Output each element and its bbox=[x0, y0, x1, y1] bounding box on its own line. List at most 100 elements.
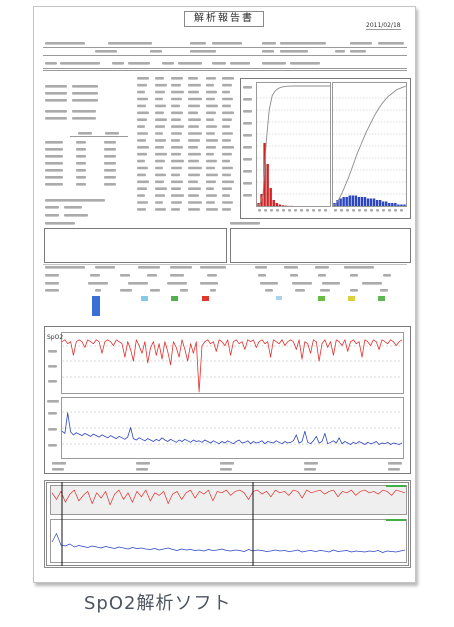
illegible-text bbox=[376, 209, 379, 212]
illegible-text bbox=[150, 289, 160, 292]
illegible-text bbox=[137, 187, 147, 190]
illegible-text bbox=[388, 462, 402, 465]
pulse-histogram-bar bbox=[403, 204, 406, 206]
illegible-text bbox=[45, 155, 63, 158]
illegible-text bbox=[383, 274, 391, 277]
pulse-histogram-plot bbox=[332, 82, 407, 207]
illegible-text bbox=[220, 468, 232, 471]
illegible-text bbox=[388, 468, 400, 471]
illegible-text bbox=[222, 132, 233, 135]
illegible-text bbox=[222, 187, 232, 190]
illegible-text bbox=[171, 125, 184, 128]
illegible-text bbox=[72, 117, 96, 120]
illegible-text bbox=[290, 62, 320, 65]
illegible-text bbox=[206, 208, 218, 211]
illegible-text bbox=[155, 201, 163, 204]
illegible-text bbox=[45, 117, 67, 120]
illegible-text bbox=[72, 85, 98, 88]
illegible-text bbox=[112, 62, 124, 65]
pulse-histogram-bar bbox=[366, 198, 370, 206]
illegible-text bbox=[206, 118, 214, 121]
illegible-text bbox=[188, 111, 198, 115]
illegible-text bbox=[137, 77, 149, 80]
pulse-histogram-bar bbox=[385, 201, 388, 206]
illegible-text bbox=[188, 83, 201, 87]
spo2-histogram-bar-group bbox=[256, 85, 330, 207]
illegible-text bbox=[171, 90, 184, 94]
illegible-text bbox=[206, 173, 218, 177]
pulse-histogram-bar bbox=[360, 197, 364, 206]
illegible-text bbox=[155, 159, 165, 163]
illegible-text bbox=[137, 173, 146, 177]
illegible-text bbox=[190, 42, 206, 45]
illegible-text bbox=[76, 176, 86, 179]
illegible-text bbox=[137, 180, 149, 184]
illegible-text bbox=[294, 209, 297, 212]
pulse-histogram-bar bbox=[397, 204, 400, 206]
illegible-text bbox=[206, 111, 216, 115]
illegible-text bbox=[304, 462, 318, 465]
illegible-text bbox=[95, 50, 117, 53]
illegible-text bbox=[48, 350, 57, 353]
illegible-text bbox=[45, 266, 85, 269]
pulse-histogram-bar bbox=[400, 204, 403, 206]
illegible-text bbox=[45, 214, 59, 217]
illegible-text bbox=[222, 201, 233, 204]
illegible-text bbox=[243, 110, 252, 113]
illegible-text bbox=[206, 77, 216, 80]
illegible-text bbox=[171, 132, 182, 135]
illegible-text bbox=[380, 289, 388, 292]
illegible-text bbox=[155, 83, 167, 87]
illegible-text bbox=[188, 146, 198, 149]
illegible-text bbox=[155, 187, 167, 190]
pulse-histogram-bar bbox=[342, 197, 345, 206]
illegible-text bbox=[104, 155, 116, 158]
illegible-text bbox=[76, 148, 86, 151]
illegible-text bbox=[137, 208, 146, 211]
illegible-text bbox=[206, 159, 217, 163]
pulse-histogram-bar bbox=[375, 200, 379, 206]
illegible-text bbox=[340, 209, 343, 212]
pulse-histogram-bar bbox=[339, 198, 342, 206]
illegible-text bbox=[188, 139, 200, 142]
illegible-text bbox=[262, 50, 274, 53]
illegible-text bbox=[76, 169, 86, 172]
illegible-text bbox=[280, 42, 326, 45]
illegible-text bbox=[137, 118, 147, 121]
illegible-text bbox=[206, 83, 214, 87]
color-marker bbox=[378, 296, 385, 301]
illegible-text bbox=[72, 92, 98, 95]
pulse-trend-line bbox=[61, 412, 403, 445]
illegible-text bbox=[104, 169, 116, 172]
illegible-text bbox=[47, 400, 59, 403]
illegible-text bbox=[180, 289, 188, 292]
overview-range-bar bbox=[386, 519, 406, 521]
illegible-text bbox=[155, 152, 167, 156]
illegible-text bbox=[222, 173, 231, 177]
overview-spo2-line bbox=[51, 489, 406, 506]
illegible-text bbox=[243, 122, 252, 125]
illegible-text bbox=[350, 50, 366, 53]
illegible-text bbox=[188, 132, 202, 135]
illegible-text bbox=[222, 104, 231, 108]
illegible-text bbox=[155, 111, 164, 115]
illegible-text bbox=[394, 209, 397, 212]
illegible-text bbox=[171, 97, 182, 101]
illegible-text bbox=[206, 201, 215, 204]
illegible-text bbox=[155, 146, 164, 149]
illegible-text bbox=[306, 209, 309, 212]
illegible-text bbox=[188, 187, 201, 190]
illegible-text bbox=[45, 148, 63, 151]
pulse-histogram-bar bbox=[354, 195, 358, 206]
illegible-text bbox=[45, 42, 85, 45]
illegible-text bbox=[206, 166, 215, 170]
illegible-text bbox=[222, 90, 230, 94]
illegible-text bbox=[260, 282, 278, 285]
illegible-text bbox=[45, 110, 67, 113]
illegible-text bbox=[45, 169, 63, 172]
illegible-text bbox=[155, 180, 164, 184]
illegible-text bbox=[136, 462, 150, 465]
illegible-text bbox=[128, 62, 150, 65]
illegible-text bbox=[212, 62, 226, 65]
illegible-text bbox=[72, 110, 96, 113]
